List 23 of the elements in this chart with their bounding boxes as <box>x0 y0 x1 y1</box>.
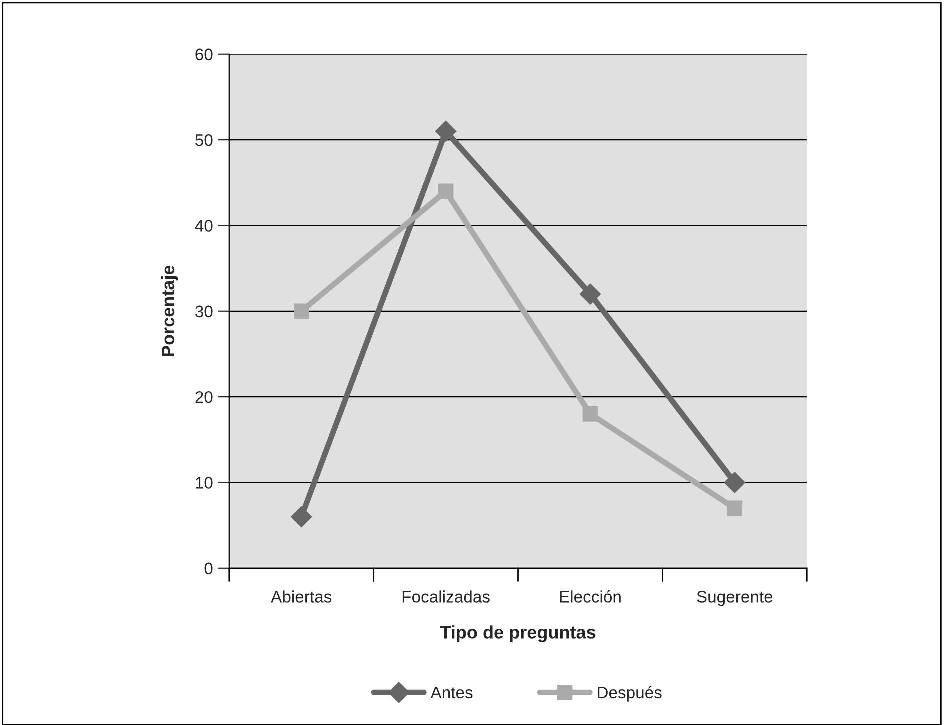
legend-label: Antes <box>430 687 473 699</box>
y-tick-label: 40 <box>195 220 213 232</box>
point <box>294 304 310 320</box>
point <box>438 184 454 200</box>
legend-label: Después <box>598 686 662 702</box>
point <box>582 406 598 422</box>
x-tick-label: Abiertas <box>271 590 332 603</box>
y-axis-title: Porcentaje <box>161 266 178 356</box>
x-tick-label: Focalizadas <box>402 590 490 603</box>
point <box>580 284 601 305</box>
point <box>724 472 746 494</box>
y-tick-label: 20 <box>196 391 213 404</box>
x-tick-label: Sugerente <box>697 591 773 606</box>
y-tick-label: 60 <box>196 48 213 61</box>
y-tick-label: 0 <box>204 562 213 575</box>
x-axis-title: Tipo de preguntas <box>440 626 596 643</box>
point <box>727 500 743 516</box>
y-tick-label: 10 <box>196 477 213 489</box>
y-tick-label: 30 <box>196 306 213 318</box>
point <box>291 506 312 528</box>
y-tick-label: 50 <box>196 134 213 146</box>
point <box>436 120 457 142</box>
x-tick-label: Elección <box>560 590 621 603</box>
